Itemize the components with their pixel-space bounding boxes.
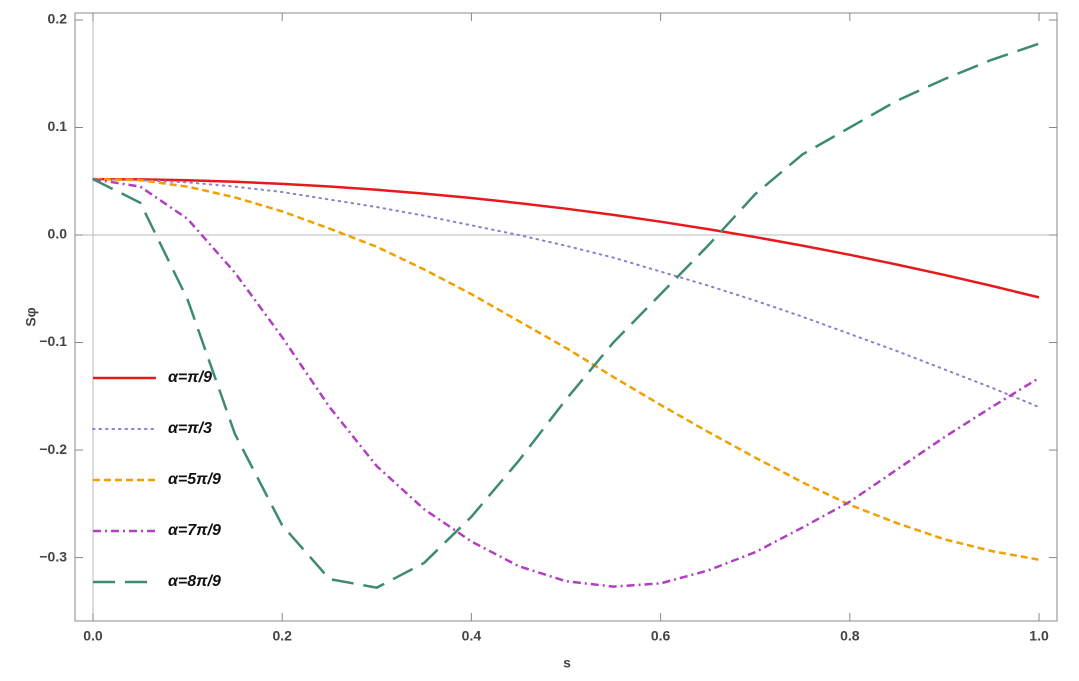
series-line bbox=[91, 178, 1041, 409]
x-tick-label: 1.0 bbox=[1029, 628, 1049, 644]
legend-label: α=5π/9 bbox=[168, 471, 221, 488]
y-tick-label: −0.2 bbox=[39, 441, 67, 457]
x-tick-label: 0.0 bbox=[83, 628, 103, 644]
series-line bbox=[92, 177, 1040, 299]
x-tick-label: 0.2 bbox=[272, 628, 292, 644]
plot-frame bbox=[74, 12, 1058, 622]
legend-label: α=7π/9 bbox=[168, 522, 221, 539]
y-axis-label: Sφ bbox=[23, 307, 39, 326]
y-tick-label: 0.0 bbox=[48, 226, 68, 242]
legend-label: α=π/3 bbox=[168, 420, 212, 437]
series-line bbox=[92, 177, 1040, 561]
y-tick-label: 0.2 bbox=[48, 11, 68, 27]
x-tick-label: 0.6 bbox=[651, 628, 671, 644]
x-axis-label: s bbox=[563, 655, 571, 671]
x-tick-label: 0.4 bbox=[462, 628, 482, 644]
y-tick-label: −0.3 bbox=[39, 548, 67, 564]
series-line bbox=[92, 42, 1040, 589]
series-line bbox=[92, 177, 1040, 588]
y-tick-label: 0.1 bbox=[48, 118, 68, 134]
legend-label: α=π/9 bbox=[168, 369, 212, 386]
x-tick-label: 0.8 bbox=[840, 628, 860, 644]
y-tick-label: −0.1 bbox=[39, 333, 67, 349]
legend-label: α=8π/9 bbox=[168, 573, 221, 590]
